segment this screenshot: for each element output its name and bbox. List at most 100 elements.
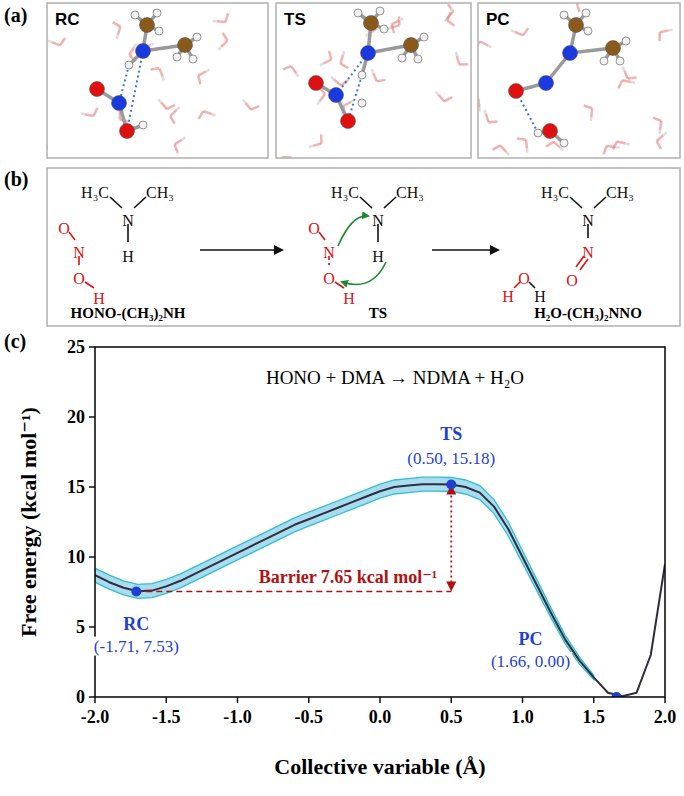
water-bond [170, 110, 176, 116]
water-bond [52, 42, 60, 45]
water-bond [94, 108, 98, 116]
atom [153, 9, 161, 17]
atom-label: H₃C [541, 184, 569, 201]
x-tick [94, 697, 96, 703]
water-bond [392, 24, 394, 33]
water-bond [175, 139, 183, 144]
water-bond [225, 13, 228, 22]
atom [173, 53, 181, 61]
water-bond [323, 59, 331, 63]
water-bond [663, 132, 666, 135]
atom-label: H [534, 288, 546, 305]
water-bond [296, 73, 298, 76]
snapshot-label: RC [55, 10, 80, 29]
water-bond [436, 92, 439, 95]
atom-label: N [323, 244, 335, 261]
water-bond [159, 68, 162, 76]
reaction-arrow [432, 249, 498, 251]
water-bond [243, 100, 245, 103]
atom [569, 18, 584, 33]
y-tick-label: 25 [67, 337, 85, 357]
water-bond [623, 67, 625, 71]
snapshot-panel: PC [469, 0, 680, 158]
water-bond [212, 114, 216, 115]
water-bond [525, 140, 528, 149]
snapshot-label: TS [284, 10, 306, 29]
water-bond [283, 66, 291, 69]
water-bond [489, 120, 498, 123]
atom-label: N [73, 244, 85, 261]
x-tick-label: 0.0 [369, 707, 392, 727]
barrier-label: Barrier 7.65 kcal mol⁻¹ [259, 567, 438, 587]
label-patch [257, 567, 440, 587]
y-tick-label: 5 [76, 617, 85, 637]
atom [309, 76, 324, 91]
x-tick [522, 697, 524, 703]
atom [364, 16, 379, 31]
bond [594, 197, 606, 208]
x-tick-label: -0.5 [295, 707, 324, 727]
water-bond [631, 81, 635, 84]
water-bond [163, 77, 164, 81]
water-bond [500, 145, 506, 152]
state-point [131, 587, 141, 597]
water-bond [377, 80, 386, 81]
water-bond [251, 106, 259, 110]
water-bond [658, 130, 661, 134]
label-patch [92, 637, 181, 656]
state-coords: (1.66, 0.00) [491, 652, 570, 671]
water-bond [245, 103, 251, 110]
water-bond [81, 112, 85, 115]
state-label: PC [519, 629, 543, 649]
snapshot-content [478, 3, 673, 155]
water-bond [198, 71, 206, 75]
water-bond [329, 51, 331, 60]
atom-label: H₃C [331, 184, 359, 201]
label-layer: Barrier 7.65 kcal mol⁻¹RC(-1.71, 7.53)TS… [92, 424, 572, 671]
water-bond [177, 107, 180, 110]
atom-label: O [58, 220, 70, 237]
water-bond [480, 41, 488, 45]
water-bond [161, 102, 167, 109]
water-bond [657, 135, 664, 141]
electron-arrow [342, 262, 386, 285]
atom [398, 54, 406, 62]
atom-label: O [323, 270, 335, 287]
atom [376, 7, 384, 15]
atom-label: H [502, 288, 514, 305]
atom [329, 88, 344, 103]
water-bond [626, 142, 630, 145]
structure-caption: TS [369, 305, 387, 321]
water-bond [372, 69, 374, 73]
x-tick-label: -1.5 [152, 707, 181, 727]
atom [582, 9, 590, 17]
y-tick-label: 10 [67, 547, 85, 567]
water-bond [560, 148, 563, 151]
water-bond [613, 141, 617, 149]
water-bond [485, 110, 486, 114]
bond [85, 282, 94, 288]
water-bond [658, 32, 661, 41]
water-bond [515, 32, 523, 36]
figure: (a)RCTSPC(b)H₃CCH₃NHONOHHONO-(CH₃)₂NHH₃C… [0, 0, 684, 796]
barrier-arrow [450, 493, 452, 582]
water-bond [660, 121, 661, 130]
water-bond [158, 99, 161, 102]
atom [560, 139, 568, 147]
water-bond [317, 101, 319, 104]
panel-frame [47, 3, 268, 158]
water-bond [85, 114, 94, 116]
atom [131, 11, 139, 19]
water-bond [199, 111, 204, 119]
atom [140, 18, 155, 33]
label-patch [121, 614, 151, 634]
structure: H₃CCH₃NHONOHTS [308, 184, 424, 321]
hydrogen-bond [336, 53, 368, 95]
atom-label: CH₃ [146, 184, 174, 201]
bond [110, 197, 122, 208]
atom [420, 33, 428, 41]
atom [136, 44, 151, 59]
x-tick [379, 697, 381, 703]
panel-frame [276, 3, 471, 158]
atom [404, 38, 419, 53]
